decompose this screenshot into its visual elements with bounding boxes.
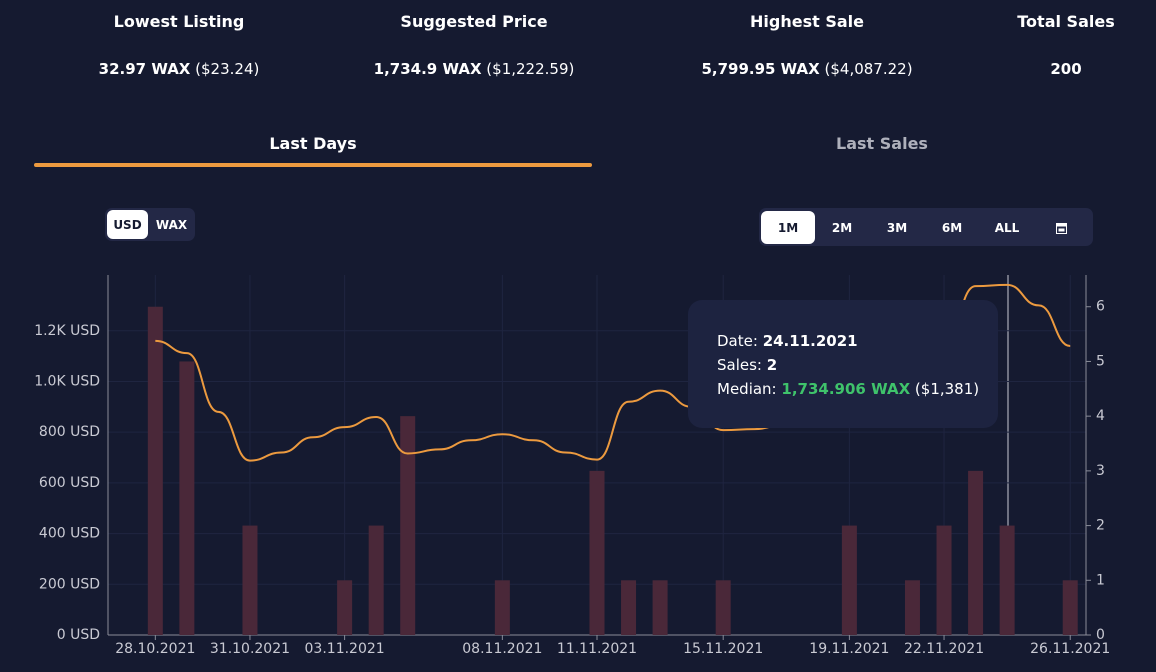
bar <box>179 361 195 635</box>
bar <box>968 470 984 635</box>
x-tick-label: 22.11.2021 <box>904 641 984 657</box>
y2-tick-label: 4 <box>1096 408 1105 424</box>
y-tick-label: 1.0K USD <box>34 373 100 389</box>
stat-usd: ($1,222.59) <box>486 60 575 78</box>
calendar-icon <box>1056 223 1067 227</box>
stat-label: Highest Sale <box>750 12 864 31</box>
stat-label: Total Sales <box>1017 12 1115 31</box>
stat-total: 200 <box>1050 60 1082 78</box>
currency-button[interactable]: WAX <box>155 217 188 232</box>
bar <box>621 580 637 635</box>
y2-tick-label: 6 <box>1096 299 1105 315</box>
tab[interactable]: Last Days <box>269 134 357 153</box>
range-button[interactable]: 6M <box>941 220 963 235</box>
x-tick-label: 31.10.2021 <box>210 641 290 657</box>
range-button[interactable]: 1M <box>761 211 815 244</box>
bar <box>368 525 384 635</box>
stat-value: 1,734.9 WAX ($1,222.59) <box>374 60 575 78</box>
y-tick-label: 800 USD <box>39 424 100 440</box>
x-tick-label: 15.11.2021 <box>683 641 763 657</box>
y-tick-label: 0 USD <box>57 627 100 643</box>
y-tick-label: 1.2K USD <box>34 323 100 339</box>
tab[interactable]: Last Sales <box>836 134 928 153</box>
bar <box>494 580 510 635</box>
y2-tick-label: 0 <box>1096 627 1105 643</box>
y-tick-label: 200 USD <box>39 576 100 592</box>
stat-label: Lowest Listing <box>113 12 245 31</box>
stat-label: Suggested Price <box>400 12 548 31</box>
bar <box>147 306 163 635</box>
stat-wax: 32.97 WAX <box>98 60 191 78</box>
range-button[interactable]: 2M <box>831 220 853 235</box>
bar <box>904 580 920 635</box>
calendar-button[interactable] <box>1056 222 1067 234</box>
bar <box>242 525 258 635</box>
tooltip: Date: 24.11.2021 Sales: 2 Median: 1,734.… <box>688 300 998 428</box>
stat-wax: 5,799.95 WAX <box>701 60 820 78</box>
y2-tick-label: 3 <box>1096 463 1105 479</box>
bar <box>1062 580 1078 635</box>
tooltip-value: 24.11.2021 <box>762 332 858 350</box>
stat-wax: 1,734.9 WAX <box>373 60 482 78</box>
currency-button[interactable]: USD <box>107 210 148 239</box>
x-tick-label: 08.11.2021 <box>462 641 542 657</box>
tooltip-label: Sales: <box>717 356 762 374</box>
x-tick-label: 26.11.2021 <box>1030 641 1110 657</box>
tooltip-row: Median: 1,734.906 WAX ($1,381) <box>717 377 998 401</box>
stat-value: 32.97 WAX ($23.24) <box>99 60 260 78</box>
x-tick-label: 11.11.2021 <box>557 641 637 657</box>
stat-value: 5,799.95 WAX ($4,087.22) <box>701 60 912 78</box>
y-tick-label: 400 USD <box>39 526 100 542</box>
tooltip-row: Sales: 2 <box>717 353 998 377</box>
bar <box>999 525 1015 635</box>
tooltip-value: 1,734.906 WAX <box>781 380 911 398</box>
bar <box>400 416 416 635</box>
y-tick-label: 600 USD <box>39 475 100 491</box>
bar <box>652 580 668 635</box>
bar <box>715 580 731 635</box>
x-tick-label: 19.11.2021 <box>809 641 889 657</box>
x-tick-label: 28.10.2021 <box>115 641 195 657</box>
y2-tick-label: 1 <box>1096 572 1105 588</box>
y2-tick-label: 2 <box>1096 518 1105 534</box>
y2-tick-label: 5 <box>1096 353 1105 369</box>
stat-usd: ($4,087.22) <box>824 60 913 78</box>
tooltip-label: Median: <box>717 380 777 398</box>
x-tick-label: 03.11.2021 <box>305 641 385 657</box>
tooltip-value: ($1,381) <box>914 380 980 398</box>
bar <box>337 580 353 635</box>
stat-value: 200 <box>1050 60 1081 78</box>
stat-usd: ($23.24) <box>195 60 260 78</box>
range-button[interactable]: 3M <box>886 220 908 235</box>
range-button[interactable]: ALL <box>994 220 1020 235</box>
tab-underline <box>34 163 592 167</box>
tooltip-label: Date: <box>717 332 758 350</box>
bar <box>841 525 857 635</box>
tooltip-row: Date: 24.11.2021 <box>717 329 998 353</box>
calendar-icon <box>1058 228 1065 232</box>
tooltip-value: 2 <box>766 356 778 374</box>
bar <box>589 470 605 635</box>
bar <box>936 525 952 635</box>
